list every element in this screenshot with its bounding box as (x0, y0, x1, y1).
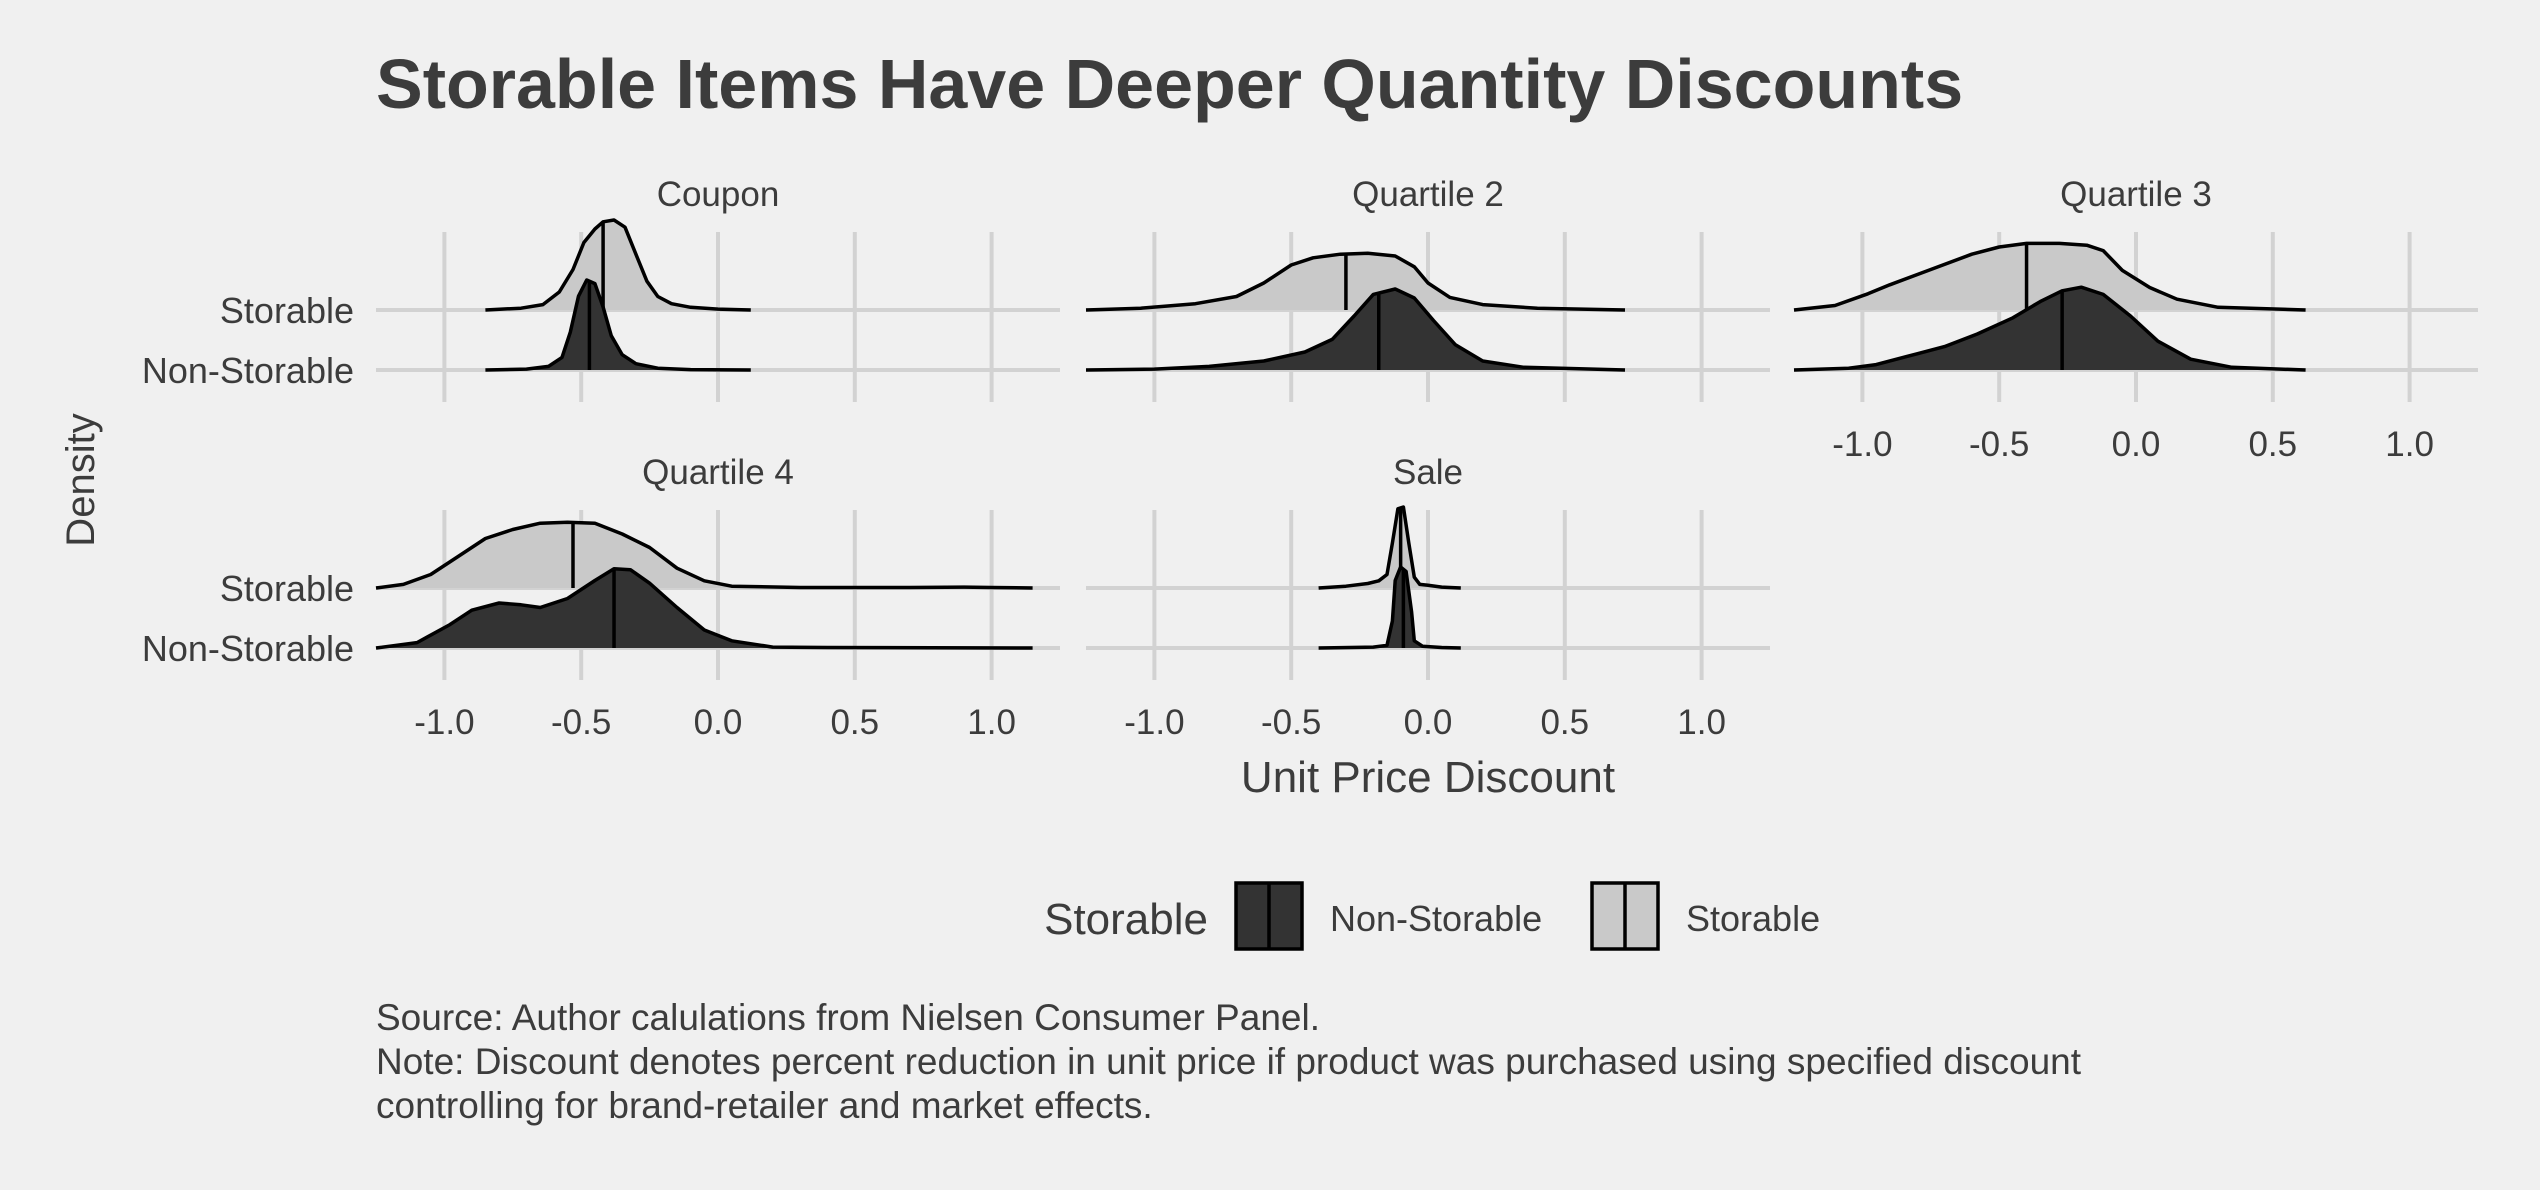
panel-title: Sale (1393, 453, 1463, 492)
caption-note-line1: Note: Discount denotes percent reduction… (376, 1041, 2082, 1082)
panels: Coupon Storable Non-Storable Quartile 2 Quar… (142, 175, 2478, 742)
panel-coupon: Coupon Storable Non-Storable (142, 175, 1060, 402)
ridge-outline-non-storable (375, 567, 1033, 650)
ridge-fill-non-storable (485, 280, 751, 370)
ridge-outline-non-storable (485, 278, 751, 372)
ridge-outline-non-storable (1793, 285, 2306, 372)
caption: Source: Author calulations from Nielsen … (376, 996, 2081, 1128)
caption-source: Source: Author calulations from Nielsen … (376, 997, 1320, 1038)
x-tick-label: -1.0 (414, 703, 474, 742)
x-tick-label: -1.0 (1832, 425, 1892, 464)
panel-title: Coupon (657, 175, 780, 214)
panel-quartile-3: Quartile 3 -1.0 -0.5 0.0 0.5 1.0 (1793, 175, 2478, 464)
y-tick-label: Non-Storable (142, 628, 354, 669)
panel-quartile-4: Quartile 4 Storable Non-Storable -1.0 -0.5 0.… (142, 453, 1060, 742)
ridge-outline-storable (1793, 241, 2306, 312)
ridge-outline-storable (375, 520, 1033, 590)
legend: Storable Non-Storable Storable (1044, 881, 1820, 951)
y-tick-label: Non-Storable (142, 350, 354, 391)
x-tick-label: 1.0 (967, 703, 1016, 742)
x-tick-label: -0.5 (1261, 703, 1321, 742)
x-tick-label: -0.5 (551, 703, 611, 742)
ridge-fill-storable (1318, 507, 1461, 588)
legend-title: Storable (1044, 895, 1208, 944)
x-tick-label: 0.0 (694, 703, 743, 742)
legend-item-non-storable: Non-Storable (1234, 881, 1542, 951)
ridge-fill-storable (376, 522, 1033, 588)
x-tick-label: 0.0 (1404, 703, 1453, 742)
ridge-fill-storable (485, 220, 751, 310)
panel-sale: Sale -1.0 -0.5 0.0 0.5 1.0 (1086, 453, 1770, 742)
ridge-fill-storable (1794, 243, 2306, 310)
x-tick-label: 0.5 (2248, 425, 2297, 464)
panel-quartile-2: Quartile 2 (1085, 175, 1770, 402)
ridge-fill-non-storable (1086, 289, 1625, 370)
y-tick-label: Storable (220, 290, 354, 331)
ridge-outline-storable (1085, 251, 1626, 312)
legend-item-storable: Storable (1590, 881, 1820, 951)
chart-title: Storable Items Have Deeper Quantity Disc… (376, 45, 1964, 123)
x-tick-label: 1.0 (2385, 425, 2434, 464)
y-axis-label: Density (59, 413, 103, 546)
x-tick-label: 1.0 (1677, 703, 1726, 742)
caption-note-line2: controlling for brand-retailer and marke… (376, 1085, 1153, 1126)
y-tick-label: Storable (220, 568, 354, 609)
ridge-outline-non-storable (1085, 287, 1626, 372)
ridge-fill-non-storable (1794, 287, 2306, 370)
ridge-outline-storable (485, 218, 751, 312)
ridge-fill-storable (1086, 253, 1625, 310)
x-axis-label: Unit Price Discount (1241, 753, 1615, 802)
x-tick-label: 0.5 (830, 703, 879, 742)
panel-title: Quartile 4 (642, 453, 794, 492)
legend-label: Storable (1686, 898, 1820, 939)
panel-title: Quartile 2 (1352, 175, 1504, 214)
panel-title: Quartile 3 (2060, 175, 2212, 214)
x-tick-label: -1.0 (1124, 703, 1184, 742)
x-tick-label: -0.5 (1969, 425, 2029, 464)
x-tick-label: 0.5 (1540, 703, 1589, 742)
legend-label: Non-Storable (1330, 898, 1542, 939)
x-tick-label: 0.0 (2112, 425, 2161, 464)
ridge-fill-non-storable (376, 568, 1033, 648)
